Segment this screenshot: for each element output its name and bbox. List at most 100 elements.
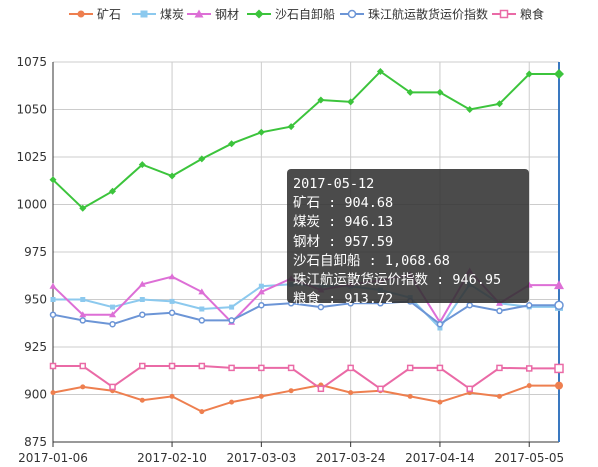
point-marker (79, 311, 87, 318)
y-tick-label: 1050 (16, 103, 47, 117)
point-marker (109, 383, 116, 391)
legend-item-0: 矿石 (69, 8, 121, 22)
series-4 (49, 298, 564, 328)
x-tick-label: 2017-01-06 (18, 451, 88, 465)
point-marker (525, 70, 533, 78)
point-marker (526, 383, 532, 389)
point-marker (554, 363, 564, 374)
tooltip-line-grain: 粮食 : 913.72 (293, 291, 394, 308)
point-marker (376, 68, 384, 75)
point-marker (229, 304, 235, 310)
point-marker (79, 362, 87, 370)
tooltip-line-coal: 煤炭 : 946.13 (293, 214, 394, 231)
point-marker (139, 297, 145, 302)
point-marker (466, 385, 473, 393)
y-tick-label: 975 (24, 245, 47, 259)
point-marker (437, 399, 443, 405)
point-marker (80, 297, 86, 302)
point-marker (168, 172, 176, 180)
y-tick-label: 900 (24, 388, 47, 402)
legend-label: 钢材 (215, 8, 239, 22)
point-marker (229, 399, 235, 405)
y-tick-label: 1075 (16, 55, 47, 69)
point-marker (347, 364, 354, 372)
point-marker (168, 273, 176, 280)
point-marker (194, 9, 204, 18)
point-marker (168, 309, 176, 317)
point-marker (139, 397, 145, 403)
point-marker (499, 9, 509, 19)
x-tick-label: 2017-03-24 (316, 451, 386, 465)
point-marker (138, 161, 146, 169)
point-marker (49, 282, 57, 289)
point-marker (199, 306, 205, 312)
point-marker (258, 393, 264, 399)
point-marker (50, 390, 56, 396)
point-marker (406, 88, 414, 96)
point-marker (199, 409, 205, 415)
point-marker (317, 303, 325, 311)
point-marker (109, 311, 117, 318)
point-marker (49, 311, 57, 318)
y-tick-label: 950 (24, 293, 47, 307)
point-marker (228, 364, 235, 372)
series-3 (49, 68, 564, 212)
point-marker (257, 128, 265, 136)
point-marker (49, 176, 57, 184)
point-marker (287, 364, 295, 372)
point-marker (317, 385, 325, 393)
point-marker (554, 69, 564, 80)
point-marker (466, 106, 474, 113)
legend-item-2: 钢材 (187, 8, 239, 22)
series-line (52, 300, 559, 326)
point-marker (168, 362, 176, 370)
legend-label: 沙石自卸船 (275, 7, 335, 22)
point-marker (49, 362, 57, 370)
legend-label: 煤炭 (160, 8, 184, 22)
y-tick-label: 1000 (16, 198, 47, 212)
point-marker (406, 364, 414, 372)
point-marker (525, 302, 533, 309)
point-marker (198, 288, 206, 295)
point-marker (554, 280, 564, 290)
tooltip-line-index: 珠江航运散货运价指数 : 946.95 (293, 272, 502, 289)
legend-item-1: 煤炭 (132, 8, 184, 22)
point-marker (347, 9, 357, 19)
point-marker (254, 9, 264, 19)
tooltip-line-ore: 矿石 : 904.68 (293, 195, 394, 212)
series-5 (49, 362, 564, 393)
point-marker (198, 155, 206, 163)
legend-item-3: 沙石自卸船 (247, 7, 335, 22)
data-tooltip: 2017-05-12 矿石 : 904.68 煤炭 : 946.13 钢材 : … (287, 169, 529, 307)
point-marker (139, 362, 146, 370)
point-marker (169, 393, 175, 399)
point-marker (198, 362, 206, 370)
legend-label: 粮食 (520, 7, 544, 22)
point-marker (228, 140, 236, 148)
point-marker (288, 388, 294, 394)
point-marker (437, 325, 443, 331)
point-marker (555, 381, 563, 390)
point-marker (496, 307, 503, 315)
point-marker (140, 10, 148, 18)
x-tick-label: 2017-04-14 (405, 451, 475, 465)
x-tick-label: 2017-03-03 (226, 451, 296, 465)
point-marker (347, 98, 355, 106)
point-marker (317, 96, 325, 104)
legend: 矿石 煤炭 钢材 沙石自卸船 珠江航运散货运价指数 粮食 (69, 7, 544, 22)
point-marker (436, 364, 444, 372)
point-marker (77, 10, 85, 18)
y-tick-label: 1025 (16, 150, 47, 164)
point-marker (139, 311, 146, 318)
legend-label: 珠江航运散货运价指数 (368, 7, 488, 22)
point-marker (50, 297, 56, 302)
point-marker (258, 283, 264, 289)
point-marker (407, 393, 413, 399)
point-marker (257, 288, 265, 295)
point-marker (436, 88, 444, 96)
point-marker (258, 301, 265, 309)
point-marker (138, 280, 146, 287)
point-marker (80, 384, 86, 390)
point-marker (169, 298, 175, 304)
axes: 875 900 925 950 975 1000 1025 1050 1075 2017-01-0… (16, 55, 564, 465)
